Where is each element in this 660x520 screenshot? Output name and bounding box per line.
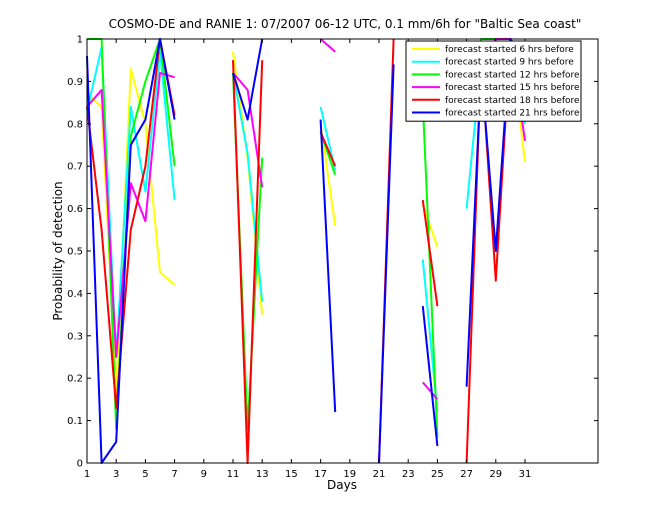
x-axis: 1 3 5 7 9 11 13 15 17 19 21 23 25 27 29 31 [84, 39, 532, 480]
y-tick-label: 0.6 [67, 204, 83, 215]
y-tick-label: 0.2 [67, 374, 83, 385]
legend-box [405, 40, 582, 122]
x-axis-label: Days [327, 478, 357, 492]
x-tick-label: 5 [142, 469, 148, 480]
y-tick-label: 0 [77, 459, 83, 470]
y-tick-label: 0.5 [67, 247, 83, 258]
series-line [86, 38, 176, 409]
legend-label: forecast started 21 hrs before [445, 109, 580, 119]
x-tick-label: 23 [402, 469, 415, 480]
y-tick-label: 0.9 [67, 77, 83, 88]
series-line [421, 102, 439, 438]
y-tick-label: 0.7 [67, 162, 83, 173]
x-tick-label: 31 [519, 469, 532, 480]
series-line [86, 46, 176, 358]
x-tick-label: 19 [343, 469, 356, 480]
series-line [421, 305, 439, 447]
x-tick-label: 25 [431, 469, 444, 480]
series-line [319, 131, 337, 167]
legend-label: forecast started 18 hrs before [445, 96, 580, 106]
y-tick-label: 0.1 [67, 416, 83, 427]
series-line [232, 72, 264, 431]
series-line [232, 72, 264, 188]
x-tick-label: 15 [285, 469, 298, 480]
x-tick-label: 1 [84, 469, 90, 480]
x-tick-label: 21 [373, 469, 386, 480]
series-line [422, 381, 439, 401]
series-line [319, 119, 337, 413]
series-line [378, 64, 395, 464]
legend-label: forecast started 15 hrs before [445, 83, 580, 93]
series-line [319, 38, 336, 53]
y-axis-label: Probability of detection [51, 181, 65, 320]
legend: forecast started 6 hrs before forecast st… [405, 40, 582, 122]
x-tick-label: 7 [171, 469, 177, 480]
x-tick-label: 11 [227, 469, 240, 480]
y-axis: 0 0.1 0.2 0.3 0.4 0.5 0.6 0.7 0.8 0.9 1 [67, 35, 598, 470]
y-tick-label: 0.3 [67, 331, 83, 342]
x-tick-label: 3 [113, 469, 119, 480]
x-tick-label: 13 [256, 469, 269, 480]
x-tick-label: 27 [460, 469, 473, 480]
series-line [86, 38, 176, 464]
x-tick-label: 29 [489, 469, 502, 480]
series-line [232, 38, 264, 121]
y-tick-label: 0.4 [67, 289, 83, 300]
plot-area [86, 38, 599, 464]
series-line [421, 199, 439, 307]
y-tick-label: 1 [77, 35, 83, 46]
x-tick-label: 9 [201, 469, 207, 480]
legend-label: forecast started 9 hrs before [445, 58, 574, 68]
series-line [86, 71, 175, 358]
y-tick-label: 0.8 [67, 119, 83, 130]
legend-label: forecast started 12 hrs before [445, 70, 580, 80]
legend-label: forecast started 6 hrs before [445, 45, 574, 55]
x-tick-label: 17 [314, 469, 327, 480]
chart-title: COSMO-DE and RANIE 1: 07/2007 06-12 UTC,… [109, 17, 582, 31]
